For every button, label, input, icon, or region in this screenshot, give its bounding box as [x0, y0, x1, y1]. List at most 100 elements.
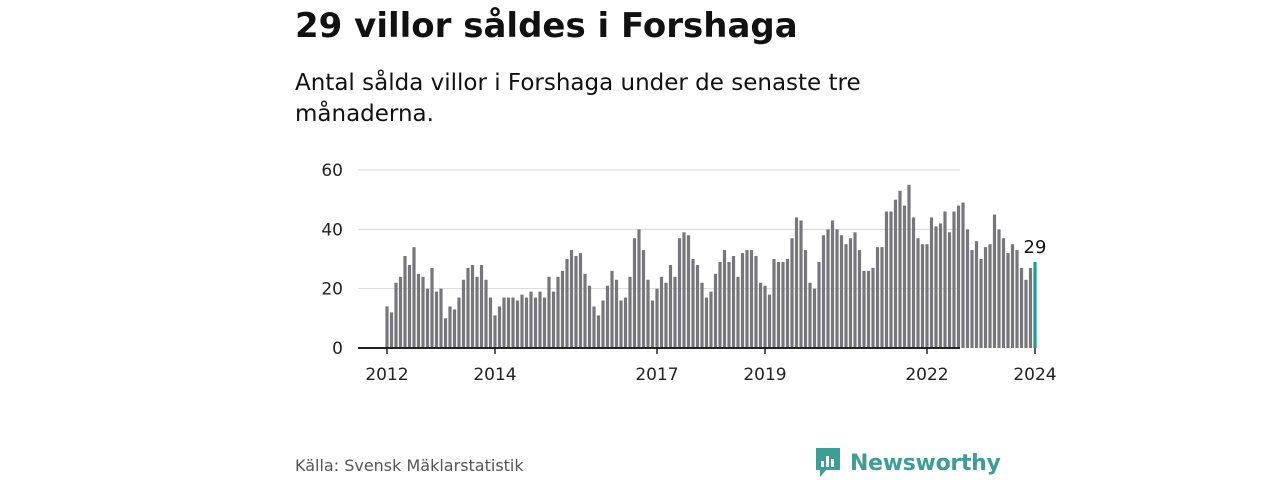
bar: [628, 276, 632, 348]
bar: [677, 238, 682, 348]
bar: [889, 211, 893, 348]
x-tick-label: 2017: [635, 365, 678, 385]
bar: [718, 261, 722, 348]
bar: [700, 282, 704, 348]
bar: [1024, 279, 1028, 348]
bar: [727, 261, 731, 348]
bar: [713, 273, 718, 348]
bar: [569, 250, 574, 348]
bar: [587, 285, 592, 348]
bar: [596, 315, 601, 348]
bar: [961, 202, 965, 348]
bar: [529, 291, 533, 348]
x-tick-label: 2024: [1013, 365, 1056, 385]
bar: [430, 267, 434, 348]
bar: [704, 297, 709, 348]
bar: [709, 291, 713, 348]
brand-name: Newsworthy: [850, 450, 1001, 476]
bar: [857, 250, 862, 348]
y-tick-label: 40: [321, 220, 343, 240]
x-tick-label: 2012: [365, 365, 408, 385]
bar: [592, 306, 596, 348]
bar: [565, 259, 569, 348]
bar: [893, 199, 898, 348]
bar: [578, 253, 583, 348]
bar: [988, 244, 992, 348]
bar: [394, 282, 398, 348]
bar: [506, 297, 511, 348]
bar: [920, 244, 925, 348]
bar: [902, 205, 907, 348]
bar: [439, 288, 443, 348]
bar: [731, 256, 736, 348]
bar-latest: [1033, 261, 1037, 348]
bar: [817, 261, 821, 348]
bar: [898, 190, 902, 348]
bar: [619, 300, 623, 348]
bar: [776, 261, 781, 348]
bar: [682, 232, 686, 348]
bar: [952, 211, 956, 348]
bar: [754, 256, 758, 348]
y-tick-label: 0: [332, 339, 343, 359]
bar: [673, 276, 677, 348]
bar: [421, 276, 425, 348]
bar: [461, 279, 466, 348]
bar: [497, 306, 502, 348]
bar: [925, 244, 929, 348]
bar: [772, 259, 776, 348]
bar: [524, 297, 529, 348]
chart-title: 29 villor såldes i Forshaga: [295, 6, 798, 46]
gridlines: [358, 169, 960, 290]
bar: [457, 297, 461, 348]
bar: [520, 294, 524, 348]
bar: [1015, 250, 1019, 348]
bar: [511, 297, 515, 348]
bar: [790, 238, 794, 348]
bar: [853, 232, 857, 348]
bar: [835, 229, 839, 348]
bar: [830, 220, 835, 348]
bar: [736, 276, 740, 348]
bar: [443, 318, 448, 348]
bar: [583, 273, 587, 348]
newsworthy-logo[interactable]: Newsworthy: [814, 447, 1001, 479]
bar: [434, 291, 439, 348]
bar: [695, 264, 700, 348]
bar: [623, 297, 628, 348]
bar: [767, 294, 772, 348]
bar: [956, 205, 961, 348]
bar: [686, 235, 691, 348]
bar: [722, 250, 727, 348]
bar: [785, 259, 790, 348]
bar: [493, 315, 497, 348]
bar: [1028, 267, 1033, 348]
bar: [947, 232, 952, 348]
chart-subtitle: Antal sålda villor i Forshaga under de s…: [295, 70, 861, 127]
bar: [668, 264, 673, 348]
bar: [560, 270, 565, 348]
bars: [385, 184, 1037, 348]
bar: [758, 282, 763, 348]
bar: [614, 279, 619, 348]
x-tick-label: 2019: [743, 365, 786, 385]
bar: [763, 285, 767, 348]
bar: [542, 297, 547, 348]
bar: [1006, 253, 1010, 348]
bar: [799, 220, 803, 348]
bar: [979, 259, 983, 348]
bar: [844, 244, 848, 348]
bar: [475, 276, 479, 348]
bar: [1019, 267, 1024, 348]
bar: [974, 241, 979, 348]
bar-chart: 0 20 40 60 2012 2014 2017 2019 2022 2024 29: [321, 161, 1056, 385]
x-tick-label: 2022: [905, 365, 948, 385]
bar: [938, 223, 943, 348]
latest-value-label: 29: [1024, 237, 1047, 258]
bar: [839, 235, 844, 348]
bar: [610, 270, 614, 348]
bar: [398, 276, 403, 348]
bar: [911, 217, 916, 348]
x-tick-label: 2014: [473, 365, 516, 385]
bar: [691, 259, 695, 348]
